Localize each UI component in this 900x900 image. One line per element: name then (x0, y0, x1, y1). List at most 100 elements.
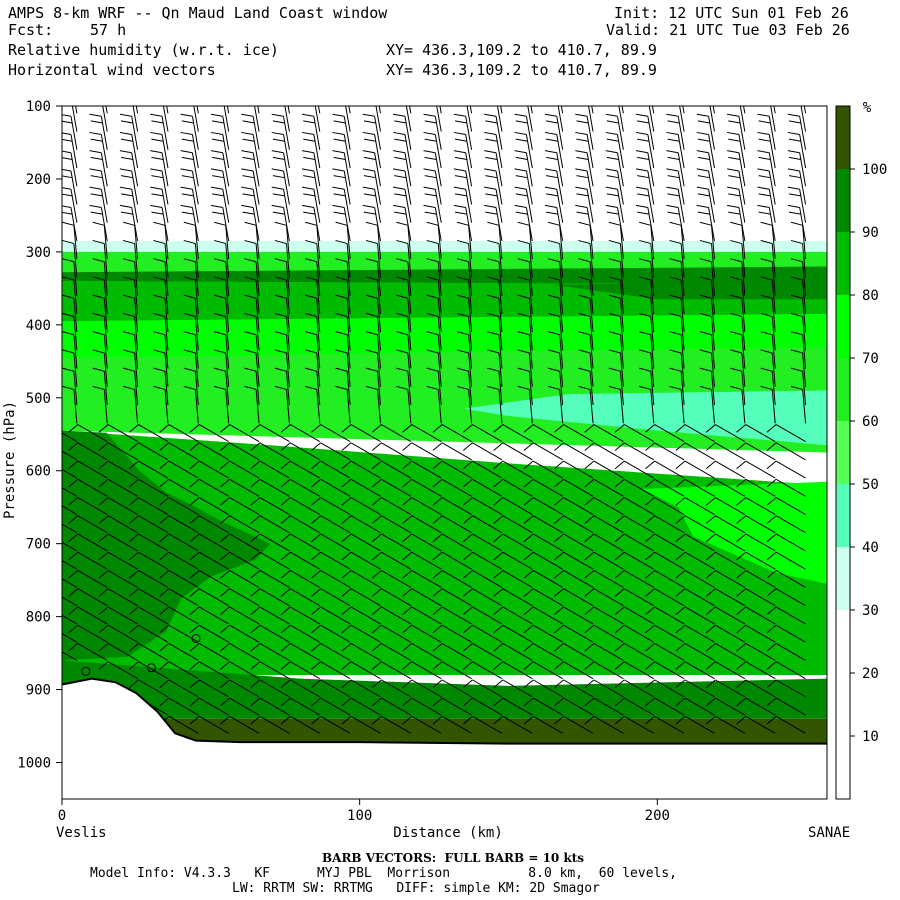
wind-barb (393, 168, 412, 205)
wind-barb (159, 442, 199, 461)
wind-barb (760, 258, 776, 296)
wind-barb (547, 367, 564, 406)
wind-barb (432, 533, 472, 552)
wind-barb (98, 515, 138, 534)
wind-barb (584, 661, 624, 680)
wind-barb (189, 424, 229, 442)
wind-barb (341, 679, 381, 698)
wind-barb (675, 679, 715, 698)
wind-barb (426, 367, 442, 406)
x-tick-label: 0 (58, 808, 66, 824)
wind-barb (487, 312, 503, 351)
wind-barb (453, 168, 473, 205)
wind-barb (250, 624, 290, 643)
wind-barb (453, 131, 473, 169)
wind-barb (462, 588, 503, 607)
wind-barb (244, 276, 260, 314)
wind-barb (371, 606, 412, 625)
valid-time: Valid: 21 UTC Tue 03 Feb 26 (606, 21, 850, 39)
wind-barb (696, 168, 715, 205)
wind-barb (675, 588, 715, 607)
wind-barb (432, 588, 472, 607)
wind-barb (153, 258, 169, 296)
wind-barb (122, 221, 139, 260)
wind-barb (608, 385, 624, 424)
wind-barb (311, 715, 351, 734)
wind-barb (274, 312, 290, 351)
x-axis-label: Distance (km) (393, 825, 503, 841)
wind-barb (332, 204, 351, 242)
wind-barb (432, 497, 472, 515)
wind-barb (584, 460, 624, 479)
y-tick-label: 500 (26, 391, 51, 407)
wind-barb (214, 239, 230, 278)
wind-barb (220, 497, 260, 515)
model-info: Model Info: V4.3.3 KF MYJ PBL Morrison 8… (90, 866, 677, 881)
wind-barb (402, 624, 442, 643)
wind-barb (523, 624, 563, 643)
wind-barb (462, 606, 503, 625)
wind-barb (274, 385, 290, 424)
wind-barb (696, 131, 715, 169)
wind-barb (305, 367, 321, 406)
wind-barb (122, 385, 139, 424)
wind-barb (274, 349, 290, 387)
wind-barb (71, 106, 78, 132)
wind-barb (371, 497, 412, 515)
wind-barb (214, 367, 230, 406)
wind-barb (311, 515, 351, 534)
axes: 100 200 300 400 500 600 700 800 900 1000 0 100 200 (17, 99, 670, 824)
wind-barb (122, 349, 139, 387)
wind-barb (244, 331, 260, 369)
wind-barb (699, 239, 715, 278)
wind-barb (432, 642, 472, 661)
wind-barb (487, 258, 503, 296)
wind-barb (584, 588, 624, 607)
wind-barb (183, 276, 199, 314)
wind-barb (705, 715, 746, 734)
wind-barb (699, 331, 715, 369)
wind-barb (614, 697, 655, 716)
wind-barb (705, 442, 746, 461)
wind-barb (396, 312, 412, 351)
wind-barb (547, 239, 564, 278)
wind-barb (280, 642, 321, 661)
wind-barb (439, 106, 442, 114)
wind-barb (371, 515, 412, 534)
field-label-wind: Horizontal wind vectors (8, 61, 216, 79)
wind-barb (341, 697, 381, 716)
wind-barb (122, 294, 139, 333)
wind-barb (766, 460, 806, 479)
wind-barb (311, 442, 351, 461)
wind-barb (189, 715, 229, 734)
wind-barb (462, 515, 503, 534)
wind-barb (493, 715, 533, 734)
wind-barb (129, 515, 169, 534)
wind-barb (462, 460, 503, 479)
wind-barb (575, 113, 594, 150)
wind-barb (129, 460, 169, 479)
wind-barb (274, 276, 290, 314)
wind-barb (129, 588, 169, 607)
calm-wind-circle (81, 666, 91, 676)
wind-barb (284, 106, 290, 132)
wind-barb (371, 424, 412, 442)
wind-barb (487, 239, 503, 278)
wind-barb (150, 113, 169, 150)
wind-barb (544, 113, 564, 150)
wind-barb (469, 106, 473, 114)
wind-barb (669, 385, 685, 424)
wind-barb (311, 478, 351, 497)
wind-barb (696, 113, 715, 150)
wind-barb (432, 661, 472, 680)
wind-barb (547, 385, 564, 424)
wind-barb (523, 606, 563, 625)
wind-barb (645, 515, 685, 534)
wind-barb (98, 661, 138, 680)
wind-barb (462, 715, 503, 734)
wind-barb (790, 312, 807, 351)
wind-barb (523, 661, 563, 680)
wind-barb (432, 424, 472, 442)
wind-barb (301, 186, 321, 223)
wind-barb (766, 570, 806, 588)
